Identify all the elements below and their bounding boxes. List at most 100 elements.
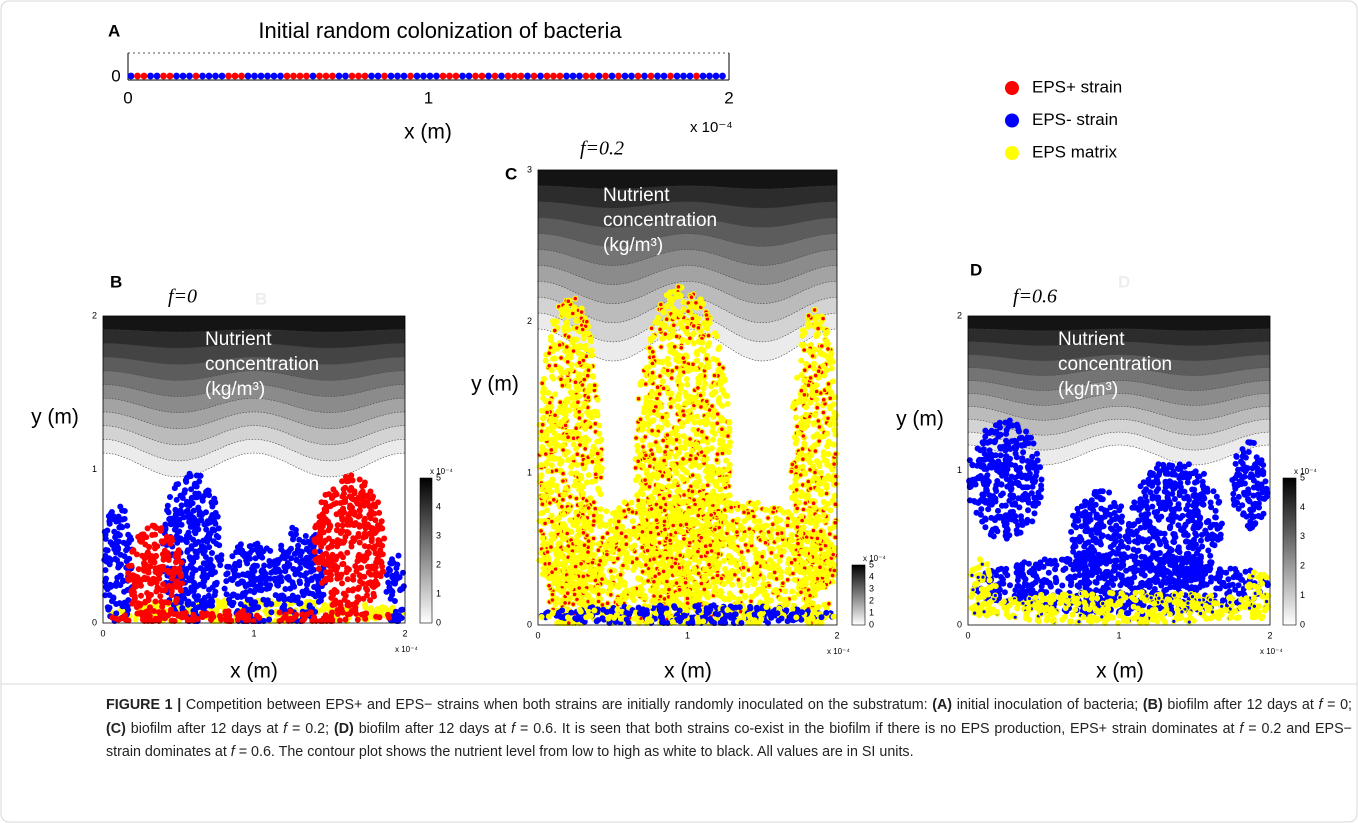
bacterium xyxy=(549,462,555,468)
bacterium xyxy=(723,458,729,464)
bacterium xyxy=(200,605,206,611)
bacterium xyxy=(669,405,673,409)
bacterium xyxy=(541,376,547,382)
bacterium xyxy=(394,73,401,80)
bacterium xyxy=(595,397,601,403)
bacterium xyxy=(147,73,154,80)
bacterium xyxy=(554,364,558,368)
bacterium xyxy=(656,385,660,389)
bacterium xyxy=(296,537,302,543)
bacterium xyxy=(191,613,197,619)
bacterium xyxy=(675,366,679,370)
bacterium xyxy=(681,457,685,461)
bacterium xyxy=(578,361,582,365)
bacterium xyxy=(348,505,354,511)
bacterium xyxy=(726,434,730,438)
bacterium xyxy=(118,616,124,622)
bacterium xyxy=(665,472,671,478)
bacterium xyxy=(179,580,185,586)
bacterium xyxy=(692,419,698,425)
bacterium xyxy=(129,563,135,569)
bacterium xyxy=(340,540,346,546)
bacterium xyxy=(278,574,284,580)
bacterium xyxy=(373,559,379,565)
bacterium xyxy=(317,591,323,597)
bacterium xyxy=(673,357,679,363)
bacterium xyxy=(218,616,224,622)
bacterium xyxy=(655,397,659,401)
colorbar xyxy=(420,478,432,623)
bacterium xyxy=(566,435,570,439)
bacterium xyxy=(206,587,212,593)
bacterium xyxy=(298,572,304,578)
bacterium xyxy=(690,295,694,299)
bacterium xyxy=(169,592,175,598)
bacterium xyxy=(209,599,215,605)
bacterium xyxy=(691,490,695,494)
bacterium xyxy=(574,380,578,384)
legend-swatch xyxy=(1005,146,1019,160)
bacterium xyxy=(661,73,668,80)
bacterium xyxy=(664,304,670,310)
bacterium xyxy=(724,466,730,472)
bacterium xyxy=(288,546,294,552)
bacterium xyxy=(558,400,562,404)
x-scale: x 10⁻⁴ xyxy=(690,119,733,136)
bacterium xyxy=(672,324,676,328)
bacterium xyxy=(194,554,200,560)
bacterium xyxy=(652,409,656,413)
bacterium xyxy=(691,473,695,477)
bacterium xyxy=(571,336,577,342)
bacterium xyxy=(379,518,385,524)
bacterium xyxy=(805,321,811,327)
bacterium xyxy=(304,577,310,583)
bacterium xyxy=(594,422,598,426)
bacterium xyxy=(105,557,111,563)
bacterium xyxy=(302,540,308,546)
bacterium xyxy=(136,610,142,616)
bacterium xyxy=(420,73,427,80)
bacterium xyxy=(570,73,577,80)
bacterium xyxy=(166,557,172,563)
bacterium xyxy=(593,384,597,388)
bacterium xyxy=(718,363,722,367)
bacterium xyxy=(583,447,587,451)
bacterium xyxy=(296,601,302,607)
bacterium xyxy=(679,420,685,426)
bacterium xyxy=(172,581,178,587)
bacterium xyxy=(150,576,156,582)
bacterium xyxy=(157,593,163,599)
bacterium xyxy=(567,299,571,303)
bacterium xyxy=(651,374,657,380)
bacterium xyxy=(564,377,570,383)
bacterium xyxy=(573,478,579,484)
bacterium xyxy=(539,529,543,533)
bacterium xyxy=(559,356,563,360)
bacterium xyxy=(160,581,166,587)
bacterium xyxy=(134,73,141,80)
bacterium xyxy=(560,311,566,317)
bacterium xyxy=(713,374,717,378)
bacterium xyxy=(145,525,151,531)
bacterium xyxy=(545,390,551,396)
bacterium xyxy=(342,485,348,491)
bacterium xyxy=(661,416,665,420)
bacterium xyxy=(659,321,665,327)
bacterium xyxy=(602,73,609,80)
bacterium xyxy=(214,541,220,547)
bacterium xyxy=(585,320,589,324)
bacterium xyxy=(591,460,595,464)
bacterium xyxy=(581,328,585,332)
bacterium xyxy=(239,578,245,584)
bacterium xyxy=(362,73,369,80)
bacterium xyxy=(315,555,321,561)
bacterium xyxy=(550,73,557,80)
bacterium xyxy=(160,551,166,557)
bacterium xyxy=(544,73,551,80)
bacterium xyxy=(173,517,179,523)
bacterium xyxy=(583,343,589,349)
bacterium xyxy=(182,487,188,493)
bacterium xyxy=(126,618,132,624)
bacterium xyxy=(557,434,563,440)
bacterium xyxy=(381,536,387,542)
